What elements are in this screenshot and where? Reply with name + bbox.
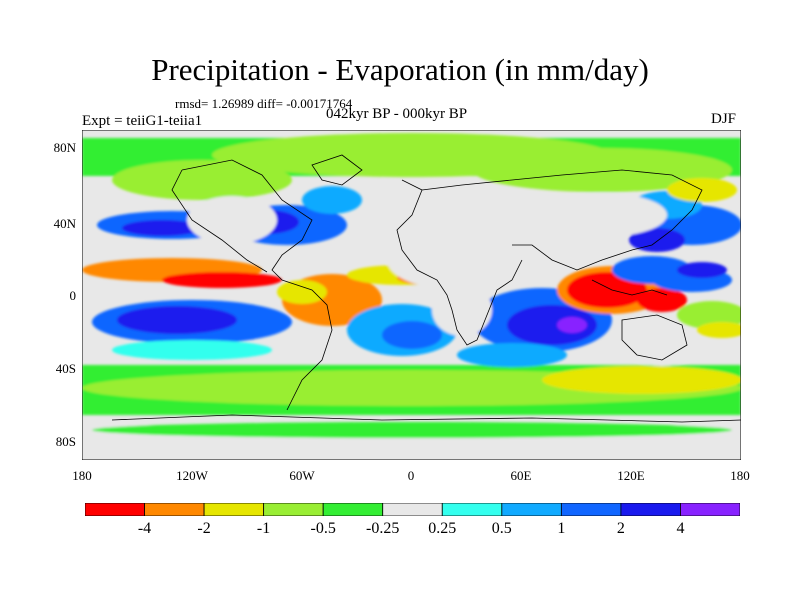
lat-label-0: 0 [69,288,77,303]
colorbar-label: -0.25 [366,520,400,537]
colorbar-swatch [85,503,145,516]
australia-coast [621,314,688,361]
africa-coast [396,179,523,346]
lon-label-60w: 60W [289,468,315,483]
indonesia-coast [591,279,668,296]
lat-label-80s: 80S [55,434,76,449]
lon-label-120w: 120W [176,468,208,483]
colorbar-swatch [680,503,740,516]
colorbar-label: -2 [197,520,211,537]
colorbar-swatch [560,503,622,516]
colorbar-swatch [144,503,205,516]
antarctica-coast [111,414,741,423]
colorbar-swatch [263,503,324,516]
experiment-label: Expt = teiiG1-teiia1 [82,113,203,129]
season-label: DJF [711,111,737,127]
stats-text: rmsd= 1.26989 diff= -0.00171764 [175,96,353,111]
world-map [82,130,741,460]
colorbar-label: -0.5 [310,520,336,537]
colorbar-label: 1 [557,520,566,537]
greenland-coast [311,154,363,186]
coastlines [111,154,741,423]
lat-label-40n: 40N [53,216,76,231]
colorbar-label: 0.5 [491,520,512,537]
colorbar-label: 0.25 [428,520,457,537]
plot-title: Precipitation - Evaporation (in mm/day) [151,52,649,87]
colorbar-swatch [620,503,681,516]
colorbar-label: 2 [616,520,625,537]
period-label: 042kyr BP - 000kyr BP [326,106,468,122]
colorbar-swatch [441,503,503,516]
americas-coast [181,159,333,411]
lon-label-180w: 180 [72,468,92,483]
colorbar-label: -1 [256,520,271,537]
lon-label-0: 0 [407,468,415,483]
colorbar-label: 4 [676,520,685,537]
lat-label-80n: 80N [53,140,76,155]
lon-label-120e: 120E [617,468,645,483]
colorbar-swatch [203,503,265,516]
colorbar-swatch [322,503,384,516]
colorbar [85,503,740,516]
lat-label-40s: 40S [55,361,76,376]
colorbar-label: -4 [137,520,152,537]
lon-label-60e: 60E [510,468,532,483]
precip-field [82,133,741,460]
colorbar-swatch [382,503,443,516]
colorbar-swatch [501,503,562,516]
lon-label-180e: 180 [730,468,750,483]
